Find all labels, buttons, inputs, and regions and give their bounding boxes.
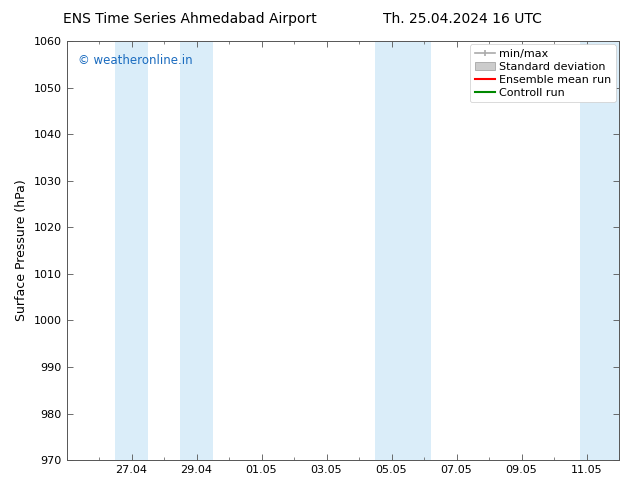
Text: Th. 25.04.2024 16 UTC: Th. 25.04.2024 16 UTC — [384, 12, 542, 26]
Text: ENS Time Series Ahmedabad Airport: ENS Time Series Ahmedabad Airport — [63, 12, 317, 26]
Legend: min/max, Standard deviation, Ensemble mean run, Controll run: min/max, Standard deviation, Ensemble me… — [470, 45, 616, 102]
Bar — [180, 41, 213, 460]
Y-axis label: Surface Pressure (hPa): Surface Pressure (hPa) — [15, 180, 28, 321]
Bar — [375, 41, 408, 460]
Bar — [408, 41, 430, 460]
Text: © weatheronline.in: © weatheronline.in — [77, 53, 192, 67]
Bar — [115, 41, 148, 460]
Bar — [580, 41, 619, 460]
